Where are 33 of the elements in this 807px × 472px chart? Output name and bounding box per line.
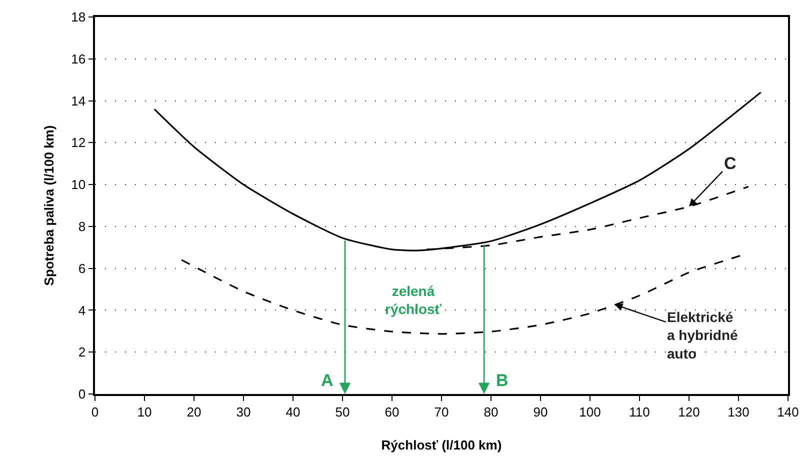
x-axis-title: Rýchlosť (l/100 km) xyxy=(381,437,502,452)
line-series xyxy=(154,92,762,252)
annotation: zelená rýchlosť xyxy=(385,283,442,318)
x-tick-label: 140 xyxy=(777,404,799,420)
x-tick-label: 40 xyxy=(286,404,300,420)
y-tick-label: 18 xyxy=(71,10,86,25)
x-tick-label: 110 xyxy=(629,404,650,420)
y-tick-label: 14 xyxy=(71,93,86,108)
y-tick-label: 8 xyxy=(78,218,86,234)
y-tick-label: 12 xyxy=(71,135,86,150)
x-tick-label: 70 xyxy=(434,404,449,420)
x-tick-label: 130 xyxy=(728,404,750,420)
x-tick-label: 120 xyxy=(678,404,700,420)
y-axis-title: Spotreba paliva (l/100 km) xyxy=(42,125,57,286)
annotation: B xyxy=(496,371,508,390)
y-tick-label: 4 xyxy=(78,302,86,318)
y-tick-label: 0 xyxy=(78,386,86,402)
annotation: Elektrické a hybridné auto xyxy=(667,309,738,362)
x-tick-label: 60 xyxy=(384,404,400,420)
x-tick-label: 0 xyxy=(91,404,99,420)
x-tick-label: 10 xyxy=(137,404,152,420)
y-tick-label: 6 xyxy=(78,260,86,276)
x-tick-label: 20 xyxy=(186,404,202,420)
y-tick-label: 16 xyxy=(71,51,86,66)
annotation: A xyxy=(321,371,334,390)
x-tick-label: 30 xyxy=(236,404,251,420)
annotation: C xyxy=(724,154,736,173)
x-tick-label: 100 xyxy=(579,404,601,420)
y-tick-label: 10 xyxy=(71,177,86,192)
x-tick-label: 50 xyxy=(335,404,350,420)
x-tick-label: 80 xyxy=(484,404,498,420)
y-tick-label: 2 xyxy=(78,344,86,360)
x-tick-label: 90 xyxy=(533,404,548,420)
